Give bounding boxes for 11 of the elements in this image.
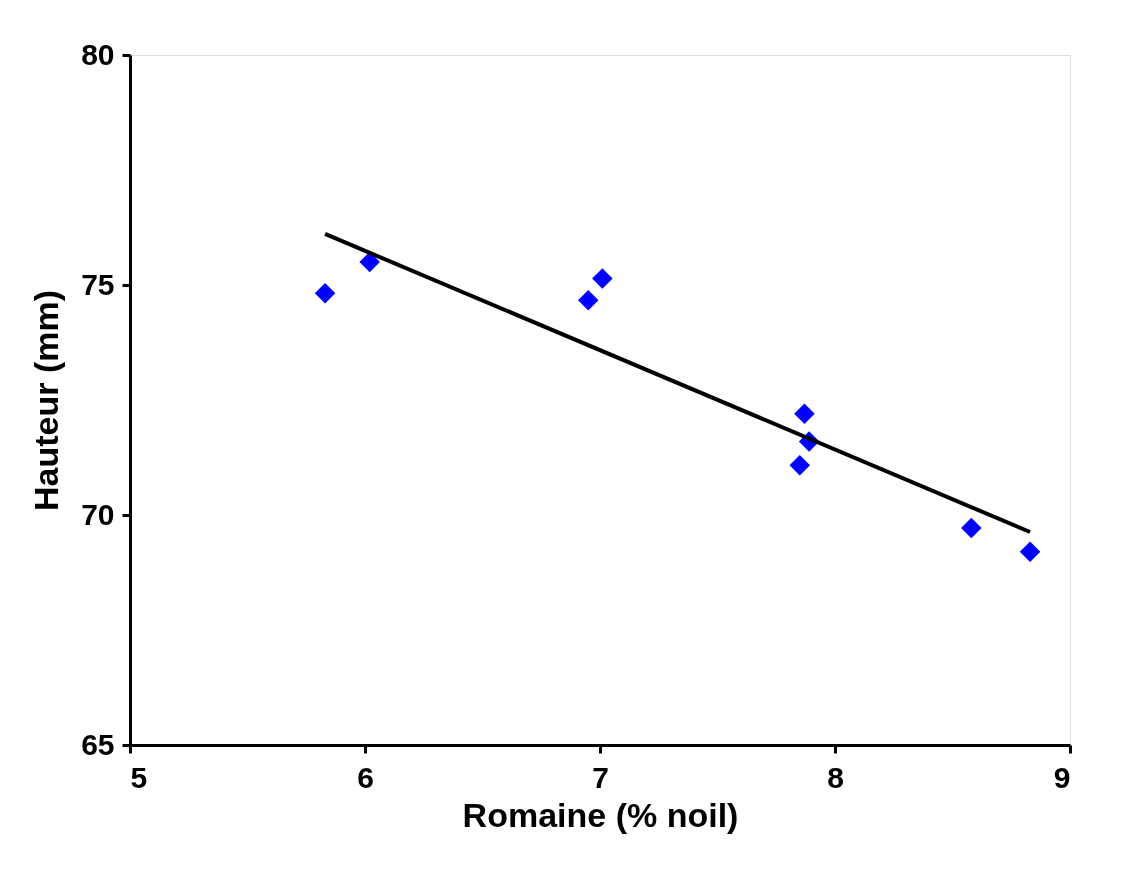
x-tick-label: 5 (130, 760, 148, 794)
y-tick-label: 80 (81, 37, 115, 71)
x-axis-title: Romaine (% noil) (462, 795, 739, 834)
x-tick-label: 7 (592, 760, 609, 794)
x-tick-label: 8 (827, 760, 844, 794)
x-tick-label: 6 (357, 760, 374, 794)
y-tick-label: 75 (81, 267, 115, 301)
y-tick-label: 70 (81, 497, 115, 531)
y-tick-label: 65 (81, 727, 115, 761)
y-axis-title: Hauteur (mm) (27, 289, 66, 512)
x-tick-label: 9 (1053, 760, 1071, 794)
